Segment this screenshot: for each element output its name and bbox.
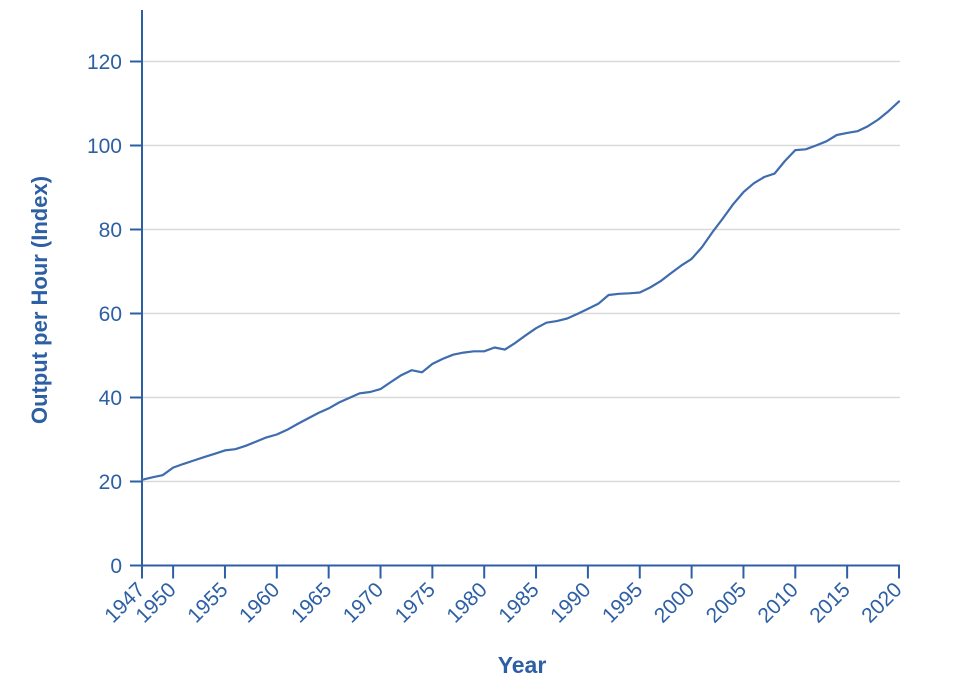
x-tick-label: 2005 <box>702 578 751 627</box>
x-tick-label: 1990 <box>546 578 595 627</box>
x-tick-label: 1980 <box>442 578 491 627</box>
y-tick-label: 100 <box>87 135 122 158</box>
x-tick-label: 1985 <box>494 578 543 627</box>
x-tick-label: 1995 <box>598 578 647 627</box>
x-tick-label: 2015 <box>805 578 854 627</box>
x-tick-label: 2010 <box>754 578 803 627</box>
y-tick-label: 60 <box>99 303 122 326</box>
x-tick-label: 2000 <box>650 578 699 627</box>
y-tick-label: 120 <box>87 51 122 74</box>
y-tick-labels: 0 20 40 60 80 100 120 <box>87 51 122 578</box>
y-tick-label: 20 <box>99 471 122 494</box>
y-axis-title: Output per Hour (Index) <box>27 176 52 424</box>
axes <box>130 10 900 579</box>
x-tick-label: 1970 <box>339 578 388 627</box>
y-tick-label: 0 <box>110 555 122 578</box>
x-axis-title: Year <box>498 652 547 678</box>
x-tick-label: 2020 <box>857 578 906 627</box>
y-tick-label: 40 <box>99 387 122 410</box>
y-tick-label: 80 <box>99 219 122 242</box>
x-tick-label: 1975 <box>391 578 440 627</box>
gridlines <box>142 60 900 483</box>
productivity-line <box>140 100 901 481</box>
x-tick-label: 1960 <box>235 578 284 627</box>
x-tick-label: 1965 <box>287 578 336 627</box>
x-tick-label: 1955 <box>183 578 232 627</box>
